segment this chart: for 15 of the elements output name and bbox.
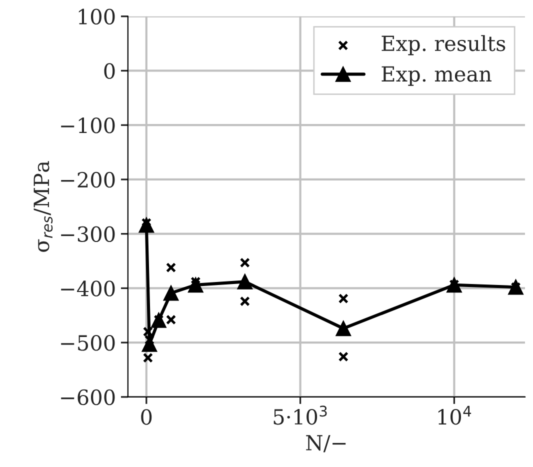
x-axis-title: N/− [306,435,346,452]
x-tick-label: 5·10$^{3}$ [274,406,327,425]
x-tick-label: 0 [141,409,152,425]
x-tick-label: 10$^{4}$ [438,406,472,425]
legend-label: Exp. mean [382,66,492,86]
y-axis-title: σ$_{res}$/MPa [34,161,53,252]
y-tick-label: 0 [104,63,115,79]
y-tick-label: −500 [61,335,115,351]
y-tick-label: −400 [61,280,115,296]
legend-label: Exp. results [382,35,506,56]
y-tick-label: −100 [61,118,115,134]
y-tick-label: −200 [61,172,115,188]
y-tick-label: 100 [78,8,115,25]
y-tick-label: −300 [61,226,115,242]
y-tick-label: −600 [61,389,115,406]
